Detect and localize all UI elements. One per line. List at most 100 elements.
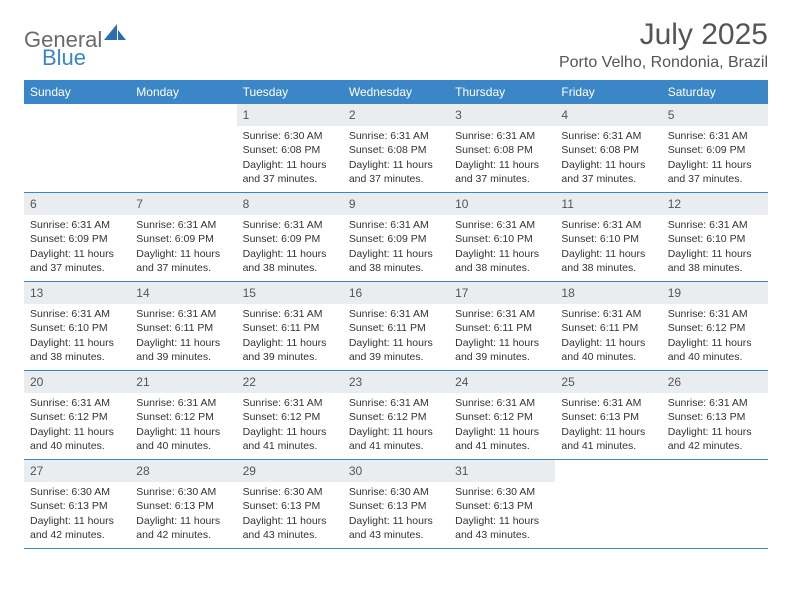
sunset-text: Sunset: 6:12 PM bbox=[349, 410, 443, 424]
day-number: 4 bbox=[555, 104, 661, 126]
day-body: Sunrise: 6:31 AMSunset: 6:13 PMDaylight:… bbox=[662, 393, 768, 459]
daylight-text: Daylight: 11 hours and 41 minutes. bbox=[349, 425, 443, 453]
daylight-text: Daylight: 11 hours and 41 minutes. bbox=[455, 425, 549, 453]
sunset-text: Sunset: 6:13 PM bbox=[455, 499, 549, 513]
day-number: 15 bbox=[237, 282, 343, 304]
weekday-header: Friday bbox=[555, 80, 661, 104]
daylight-text: Daylight: 11 hours and 39 minutes. bbox=[243, 336, 337, 364]
sunset-text: Sunset: 6:12 PM bbox=[455, 410, 549, 424]
day-body: Sunrise: 6:31 AMSunset: 6:12 PMDaylight:… bbox=[24, 393, 130, 459]
day-cell: 25Sunrise: 6:31 AMSunset: 6:13 PMDayligh… bbox=[555, 371, 661, 459]
daylight-text: Daylight: 11 hours and 37 minutes. bbox=[136, 247, 230, 275]
day-body: Sunrise: 6:31 AMSunset: 6:09 PMDaylight:… bbox=[130, 215, 236, 281]
day-body: Sunrise: 6:31 AMSunset: 6:11 PMDaylight:… bbox=[237, 304, 343, 370]
day-number: 20 bbox=[24, 371, 130, 393]
day-number: 12 bbox=[662, 193, 768, 215]
sunset-text: Sunset: 6:13 PM bbox=[30, 499, 124, 513]
daylight-text: Daylight: 11 hours and 38 minutes. bbox=[30, 336, 124, 364]
week-row: 20Sunrise: 6:31 AMSunset: 6:12 PMDayligh… bbox=[24, 370, 768, 459]
sunrise-text: Sunrise: 6:30 AM bbox=[349, 485, 443, 499]
location-text: Porto Velho, Rondonia, Brazil bbox=[559, 54, 768, 72]
daylight-text: Daylight: 11 hours and 37 minutes. bbox=[243, 158, 337, 186]
weekday-header: Sunday bbox=[24, 80, 130, 104]
sunrise-text: Sunrise: 6:30 AM bbox=[136, 485, 230, 499]
day-cell: 7Sunrise: 6:31 AMSunset: 6:09 PMDaylight… bbox=[130, 193, 236, 281]
weekday-header: Thursday bbox=[449, 80, 555, 104]
day-body: Sunrise: 6:31 AMSunset: 6:12 PMDaylight:… bbox=[130, 393, 236, 459]
sunset-text: Sunset: 6:11 PM bbox=[136, 321, 230, 335]
daylight-text: Daylight: 11 hours and 37 minutes. bbox=[668, 158, 762, 186]
weekday-header-row: Sunday Monday Tuesday Wednesday Thursday… bbox=[24, 80, 768, 104]
day-body: Sunrise: 6:30 AMSunset: 6:13 PMDaylight:… bbox=[343, 482, 449, 548]
day-body: Sunrise: 6:30 AMSunset: 6:13 PMDaylight:… bbox=[237, 482, 343, 548]
day-number: 17 bbox=[449, 282, 555, 304]
day-body: Sunrise: 6:31 AMSunset: 6:12 PMDaylight:… bbox=[662, 304, 768, 370]
day-cell: 15Sunrise: 6:31 AMSunset: 6:11 PMDayligh… bbox=[237, 282, 343, 370]
day-cell: 2Sunrise: 6:31 AMSunset: 6:08 PMDaylight… bbox=[343, 104, 449, 192]
day-body: Sunrise: 6:31 AMSunset: 6:09 PMDaylight:… bbox=[343, 215, 449, 281]
sunset-text: Sunset: 6:12 PM bbox=[30, 410, 124, 424]
day-number: 28 bbox=[130, 460, 236, 482]
day-body: Sunrise: 6:31 AMSunset: 6:11 PMDaylight:… bbox=[130, 304, 236, 370]
sunrise-text: Sunrise: 6:31 AM bbox=[455, 218, 549, 232]
day-number: 21 bbox=[130, 371, 236, 393]
weeks-container: 1Sunrise: 6:30 AMSunset: 6:08 PMDaylight… bbox=[24, 104, 768, 548]
day-cell: 22Sunrise: 6:31 AMSunset: 6:12 PMDayligh… bbox=[237, 371, 343, 459]
daylight-text: Daylight: 11 hours and 38 minutes. bbox=[349, 247, 443, 275]
day-number: 16 bbox=[343, 282, 449, 304]
daylight-text: Daylight: 11 hours and 40 minutes. bbox=[561, 336, 655, 364]
daylight-text: Daylight: 11 hours and 43 minutes. bbox=[455, 514, 549, 542]
daylight-text: Daylight: 11 hours and 38 minutes. bbox=[243, 247, 337, 275]
title-block: July 2025 Porto Velho, Rondonia, Brazil bbox=[559, 18, 768, 72]
day-cell: 4Sunrise: 6:31 AMSunset: 6:08 PMDaylight… bbox=[555, 104, 661, 192]
sunrise-text: Sunrise: 6:31 AM bbox=[668, 307, 762, 321]
day-body: Sunrise: 6:31 AMSunset: 6:10 PMDaylight:… bbox=[24, 304, 130, 370]
sunrise-text: Sunrise: 6:30 AM bbox=[243, 129, 337, 143]
day-number: 7 bbox=[130, 193, 236, 215]
calendar-grid: Sunday Monday Tuesday Wednesday Thursday… bbox=[24, 80, 768, 549]
day-body: Sunrise: 6:31 AMSunset: 6:10 PMDaylight:… bbox=[555, 215, 661, 281]
sunrise-text: Sunrise: 6:31 AM bbox=[561, 129, 655, 143]
sunrise-text: Sunrise: 6:30 AM bbox=[243, 485, 337, 499]
day-cell: 11Sunrise: 6:31 AMSunset: 6:10 PMDayligh… bbox=[555, 193, 661, 281]
daylight-text: Daylight: 11 hours and 40 minutes. bbox=[668, 336, 762, 364]
sunset-text: Sunset: 6:09 PM bbox=[30, 232, 124, 246]
day-cell: 20Sunrise: 6:31 AMSunset: 6:12 PMDayligh… bbox=[24, 371, 130, 459]
sunrise-text: Sunrise: 6:31 AM bbox=[136, 396, 230, 410]
day-cell: 1Sunrise: 6:30 AMSunset: 6:08 PMDaylight… bbox=[237, 104, 343, 192]
day-body: Sunrise: 6:31 AMSunset: 6:08 PMDaylight:… bbox=[555, 126, 661, 192]
sunrise-text: Sunrise: 6:31 AM bbox=[349, 218, 443, 232]
sunset-text: Sunset: 6:11 PM bbox=[455, 321, 549, 335]
day-body: Sunrise: 6:31 AMSunset: 6:11 PMDaylight:… bbox=[555, 304, 661, 370]
day-cell: 12Sunrise: 6:31 AMSunset: 6:10 PMDayligh… bbox=[662, 193, 768, 281]
day-cell: 29Sunrise: 6:30 AMSunset: 6:13 PMDayligh… bbox=[237, 460, 343, 548]
daylight-text: Daylight: 11 hours and 37 minutes. bbox=[30, 247, 124, 275]
sunset-text: Sunset: 6:13 PM bbox=[349, 499, 443, 513]
sunset-text: Sunset: 6:12 PM bbox=[136, 410, 230, 424]
page-header: General Blue July 2025 Porto Velho, Rond… bbox=[24, 18, 768, 72]
day-cell: 3Sunrise: 6:31 AMSunset: 6:08 PMDaylight… bbox=[449, 104, 555, 192]
weekday-header: Saturday bbox=[662, 80, 768, 104]
sunset-text: Sunset: 6:10 PM bbox=[455, 232, 549, 246]
sunrise-text: Sunrise: 6:31 AM bbox=[561, 396, 655, 410]
day-body: Sunrise: 6:30 AMSunset: 6:13 PMDaylight:… bbox=[24, 482, 130, 548]
day-body: Sunrise: 6:31 AMSunset: 6:09 PMDaylight:… bbox=[237, 215, 343, 281]
day-cell: 27Sunrise: 6:30 AMSunset: 6:13 PMDayligh… bbox=[24, 460, 130, 548]
day-number: 31 bbox=[449, 460, 555, 482]
day-body: Sunrise: 6:30 AMSunset: 6:13 PMDaylight:… bbox=[449, 482, 555, 548]
day-body: Sunrise: 6:31 AMSunset: 6:08 PMDaylight:… bbox=[449, 126, 555, 192]
day-number: 5 bbox=[662, 104, 768, 126]
day-number: 3 bbox=[449, 104, 555, 126]
sunset-text: Sunset: 6:08 PM bbox=[455, 143, 549, 157]
day-number: 22 bbox=[237, 371, 343, 393]
sunset-text: Sunset: 6:12 PM bbox=[668, 321, 762, 335]
day-cell: 23Sunrise: 6:31 AMSunset: 6:12 PMDayligh… bbox=[343, 371, 449, 459]
day-number: 23 bbox=[343, 371, 449, 393]
week-row: 1Sunrise: 6:30 AMSunset: 6:08 PMDaylight… bbox=[24, 104, 768, 192]
daylight-text: Daylight: 11 hours and 38 minutes. bbox=[561, 247, 655, 275]
sunrise-text: Sunrise: 6:31 AM bbox=[668, 129, 762, 143]
sunrise-text: Sunrise: 6:31 AM bbox=[243, 396, 337, 410]
week-row: 27Sunrise: 6:30 AMSunset: 6:13 PMDayligh… bbox=[24, 459, 768, 548]
sunrise-text: Sunrise: 6:31 AM bbox=[349, 307, 443, 321]
day-number: 13 bbox=[24, 282, 130, 304]
